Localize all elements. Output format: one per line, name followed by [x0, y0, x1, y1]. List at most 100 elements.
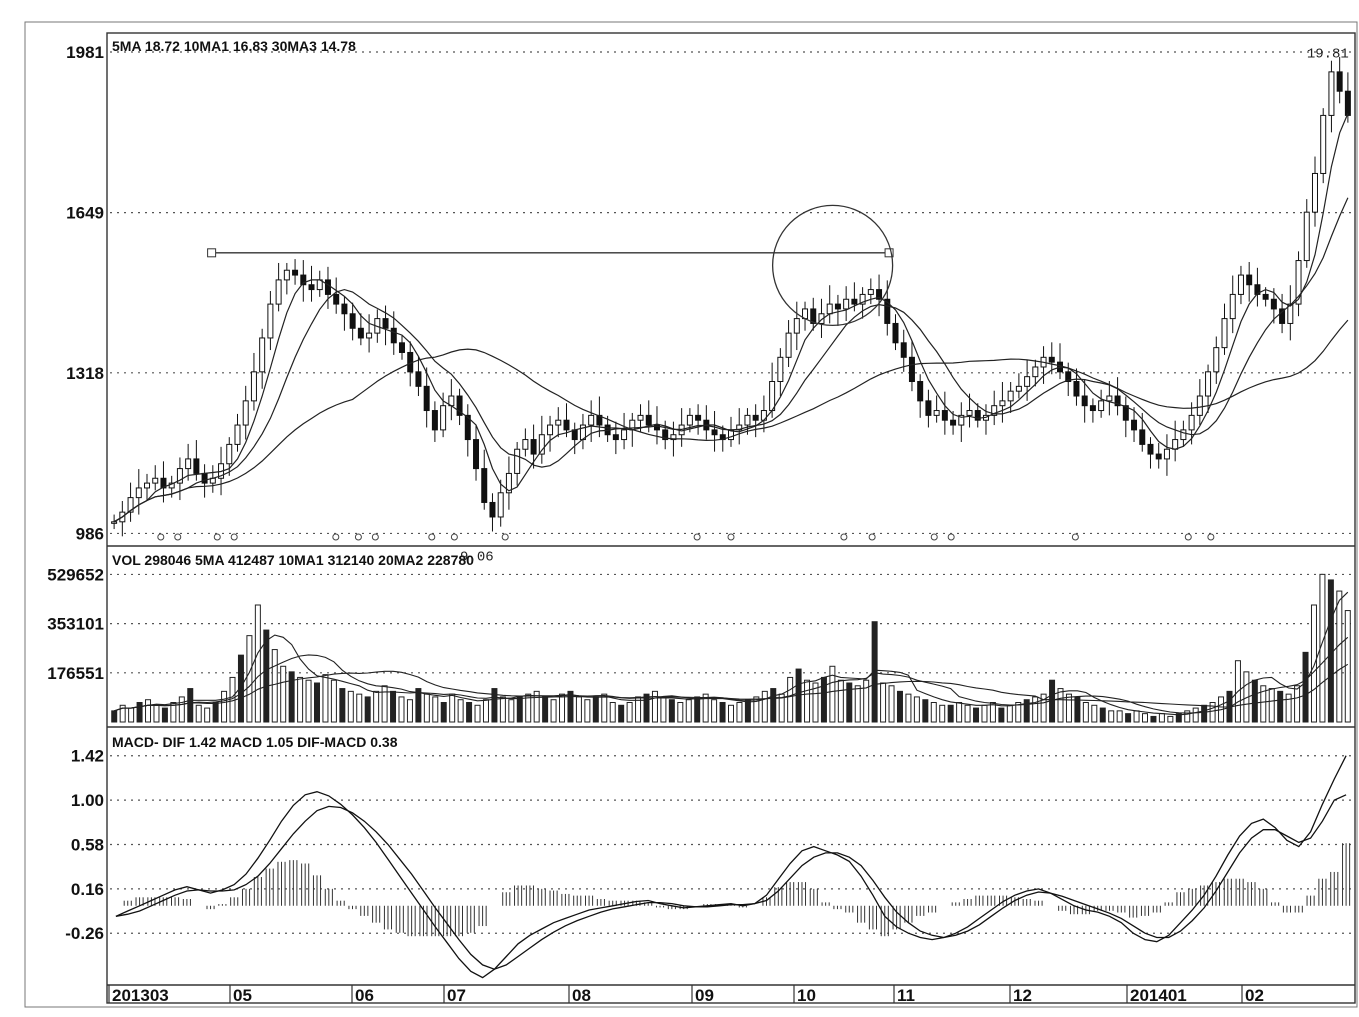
candle-body — [1221, 318, 1228, 349]
volume-bar — [668, 699, 675, 723]
candle-body — [152, 477, 159, 484]
volume-bar — [322, 674, 329, 723]
volume-bar — [888, 685, 895, 723]
volume-bar — [1032, 696, 1039, 723]
volume-bar — [1327, 579, 1334, 723]
volume-bar — [128, 707, 135, 723]
volume-bar — [119, 704, 126, 723]
volume-bar — [787, 676, 794, 723]
candle-body — [1073, 381, 1080, 397]
candle-body — [415, 371, 422, 387]
candle-body — [645, 414, 652, 426]
volume-bar — [1015, 702, 1022, 723]
signal-marker — [1184, 533, 1192, 541]
volume-bar — [1150, 715, 1157, 723]
volume-bar — [449, 693, 456, 723]
volume-bar — [347, 690, 354, 723]
volume-bar — [170, 702, 177, 723]
volume-bar — [584, 699, 591, 723]
x-axis-tick-label: 201401 — [1130, 986, 1187, 1005]
volume-tick-label: 353101 — [47, 615, 104, 634]
volume-bar — [1184, 710, 1191, 723]
volume-bar — [736, 702, 743, 723]
volume-bar — [305, 679, 312, 723]
candle-body — [695, 414, 702, 421]
candle-body — [744, 414, 751, 426]
volume-bar — [373, 690, 380, 723]
candle-body — [1311, 172, 1318, 213]
candle-body — [201, 472, 208, 484]
volume-bar — [1133, 710, 1140, 723]
macd-panel-header: MACD- DIF 1.42 MACD 1.05 DIF-MACD 0.38 — [112, 734, 398, 750]
signal-marker — [930, 533, 938, 541]
volume-bar — [1125, 713, 1132, 723]
vol-ma20-line — [114, 663, 1349, 712]
candle-body — [226, 443, 233, 465]
price-markers — [157, 533, 1215, 541]
volume-bar — [981, 704, 988, 723]
volume-bar — [1192, 707, 1199, 723]
candle-body — [489, 501, 496, 518]
candle-body — [538, 434, 545, 455]
volume-bar — [1116, 710, 1123, 723]
volume-bar — [753, 696, 760, 723]
signal-marker — [354, 533, 362, 541]
candle-body — [366, 332, 373, 339]
volume-bar — [246, 635, 253, 723]
candle-body — [818, 313, 825, 324]
candle-body — [950, 419, 957, 426]
volume-bar — [905, 693, 912, 723]
candle-body — [431, 410, 438, 431]
candle-body — [621, 429, 628, 441]
candle-body — [793, 318, 800, 334]
candle-body — [1295, 260, 1302, 305]
volume-bar — [1209, 702, 1216, 723]
candle-body — [250, 371, 257, 402]
volume-bar — [1057, 688, 1064, 723]
volume-bar — [559, 693, 566, 723]
resistance-handle-left — [207, 248, 217, 258]
candle-body — [300, 274, 307, 286]
volume-bar — [533, 690, 540, 723]
signal-marker — [371, 533, 379, 541]
candle-body — [1205, 371, 1212, 397]
candle-body — [1270, 298, 1277, 310]
candle-body — [925, 400, 932, 416]
signal-marker — [1207, 533, 1215, 541]
volume-bar — [1167, 715, 1174, 723]
candle-body — [991, 405, 998, 416]
macd-lines — [115, 755, 1347, 979]
volume-bar — [947, 704, 954, 723]
volume-bar — [423, 693, 430, 723]
volume-tick-label: 176551 — [47, 664, 104, 683]
volume-bar — [499, 696, 506, 723]
macd-tick-label: -0.26 — [65, 924, 104, 943]
volume-bar — [1040, 693, 1047, 723]
volume-bar — [178, 696, 185, 723]
volume-bar — [1108, 710, 1115, 723]
volume-bar — [542, 696, 549, 723]
candle-body — [185, 458, 192, 470]
volume-bar — [111, 710, 118, 723]
volume-bar — [1260, 685, 1267, 723]
candle-body — [242, 400, 249, 426]
volume-bar — [525, 693, 532, 723]
candle-body — [292, 269, 299, 276]
volume-bar — [922, 699, 929, 723]
candle-body — [349, 313, 356, 329]
x-axis-tick-label: 11 — [897, 986, 915, 1005]
volume-bar — [440, 702, 447, 723]
candle-body — [514, 448, 521, 474]
volume-bar — [1158, 713, 1165, 723]
macd-line — [115, 794, 1347, 970]
candle-body — [357, 327, 364, 339]
volume-bar — [280, 665, 287, 723]
candle-body — [456, 395, 463, 416]
macd-tick-label: 0.58 — [71, 835, 104, 854]
candle-body — [1139, 429, 1146, 445]
volume-bar — [871, 621, 878, 723]
candle-body — [473, 439, 480, 470]
volume-bar — [1268, 688, 1275, 723]
candle-body — [555, 419, 562, 426]
volume-bar — [204, 707, 211, 723]
